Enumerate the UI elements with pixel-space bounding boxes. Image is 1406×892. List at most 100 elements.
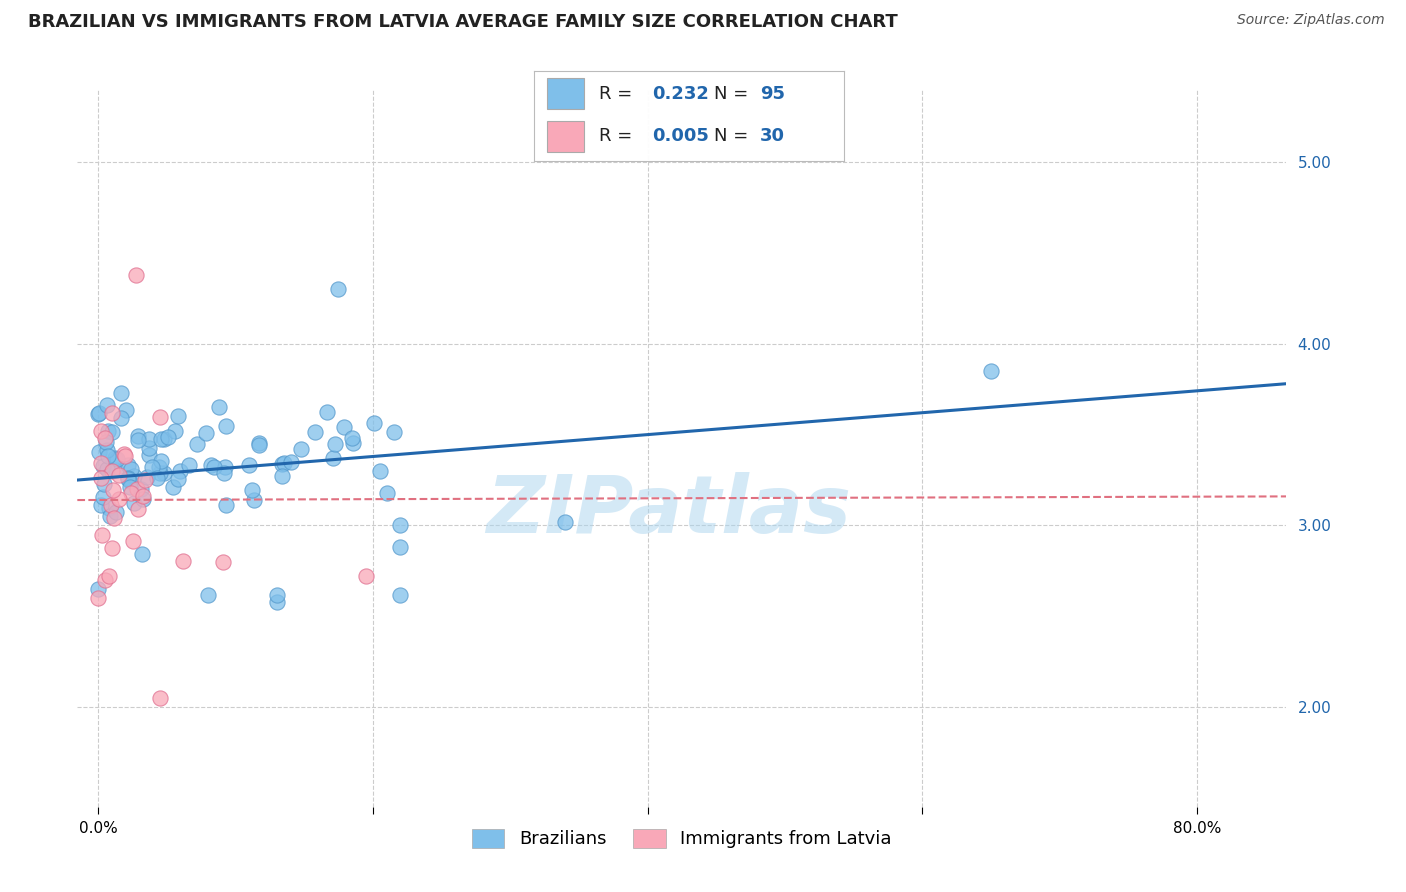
Point (93, 458, 115, 473)
Text: 0.232: 0.232 (652, 85, 709, 103)
Point (377, 486, 399, 500)
Point (342, 435, 364, 450)
Point (97, 500, 120, 515)
Point (389, 588, 412, 602)
Point (195, 425, 218, 440)
Point (97, 450, 120, 464)
Point (382, 425, 405, 440)
Point (389, 518, 412, 533)
FancyBboxPatch shape (547, 121, 583, 152)
Point (94, 435, 117, 450)
Point (127, 434, 149, 448)
Point (340, 431, 363, 445)
Point (554, 515, 576, 529)
Point (112, 447, 135, 461)
Point (316, 404, 339, 418)
Point (100, 464, 122, 478)
Point (200, 458, 222, 472)
Point (197, 588, 219, 602)
Point (214, 498, 236, 512)
Point (90, 424, 112, 438)
Text: Source: ZipAtlas.com: Source: ZipAtlas.com (1237, 13, 1385, 28)
Point (389, 541, 412, 555)
Point (94, 573, 117, 587)
Point (214, 419, 236, 434)
Point (101, 425, 124, 439)
Point (127, 429, 149, 443)
Point (101, 483, 124, 497)
Point (127, 482, 149, 496)
Point (117, 458, 139, 472)
Point (97, 569, 120, 583)
Point (120, 475, 142, 489)
Point (96, 442, 118, 457)
Point (104, 451, 127, 466)
Point (202, 459, 225, 474)
Point (157, 430, 180, 444)
Point (138, 432, 160, 446)
Text: R =: R = (599, 128, 638, 145)
Point (153, 466, 176, 480)
Point (103, 511, 125, 525)
Text: 30: 30 (761, 128, 785, 145)
Point (212, 467, 235, 481)
Point (370, 465, 392, 479)
Point (94, 431, 117, 445)
Point (120, 486, 142, 500)
Point (131, 482, 153, 496)
Point (89, 406, 111, 420)
Point (91, 490, 114, 504)
Point (266, 588, 288, 602)
FancyBboxPatch shape (547, 78, 583, 109)
Point (108, 491, 131, 506)
Text: N =: N = (714, 128, 754, 145)
Point (138, 448, 160, 462)
Point (290, 442, 312, 456)
Point (280, 455, 302, 469)
Point (87, 407, 110, 421)
Point (273, 456, 295, 470)
Point (354, 569, 377, 583)
Text: R =: R = (599, 85, 638, 103)
Point (363, 416, 385, 430)
Point (149, 432, 172, 446)
Point (153, 432, 176, 446)
Point (149, 691, 172, 706)
Point (271, 469, 294, 483)
Legend: Brazilians, Immigrants from Latvia: Brazilians, Immigrants from Latvia (461, 818, 903, 859)
Point (149, 454, 172, 468)
Point (90, 528, 112, 542)
Point (100, 498, 122, 512)
Point (146, 470, 169, 484)
Point (304, 425, 326, 440)
Point (134, 473, 156, 487)
Point (105, 452, 128, 467)
Point (105, 505, 128, 519)
Point (328, 282, 350, 296)
Point (122, 468, 145, 483)
Point (149, 410, 172, 425)
Point (141, 459, 163, 474)
Point (90, 471, 112, 485)
Point (148, 460, 170, 475)
Text: ZIPatlas: ZIPatlas (485, 472, 851, 550)
Point (247, 435, 270, 450)
Point (114, 450, 136, 464)
Point (117, 472, 139, 486)
Point (87, 591, 110, 606)
Point (177, 458, 200, 472)
Point (132, 492, 155, 507)
Point (93, 477, 115, 491)
Point (114, 403, 136, 417)
Point (110, 410, 132, 425)
Point (110, 386, 132, 401)
Point (127, 502, 149, 516)
Point (96, 462, 118, 476)
Point (121, 534, 143, 549)
Point (100, 406, 122, 420)
Point (172, 554, 194, 568)
Point (132, 489, 155, 503)
Point (214, 459, 236, 474)
Point (266, 595, 288, 609)
Text: N =: N = (714, 85, 754, 103)
